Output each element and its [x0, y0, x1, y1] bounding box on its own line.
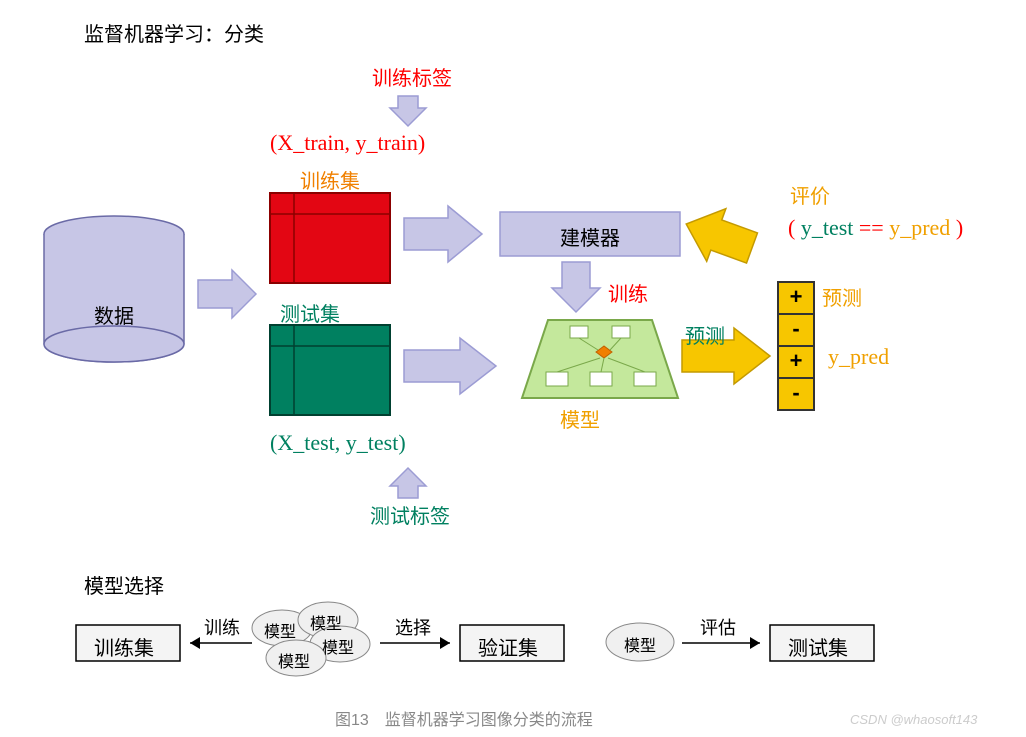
- ms-valid-label: 验证集: [478, 632, 538, 661]
- arrow-train-to-modeler: [404, 206, 482, 262]
- arrow-data-to-sets: [198, 270, 256, 318]
- watermark: CSDN @whaosoft143: [850, 712, 977, 727]
- section2-title: 模型选择: [84, 570, 164, 599]
- modeler-label: 建模器: [560, 222, 620, 251]
- eval-open: (: [788, 215, 795, 240]
- train-labels-label: 训练标签: [372, 62, 452, 91]
- predict-arrow-label: 预测: [685, 320, 725, 349]
- pred-label-predict: 预测: [822, 282, 862, 311]
- figure-caption: 图13 监督机器学习图像分类的流程: [335, 706, 593, 730]
- ms-test-label: 测试集: [788, 632, 848, 661]
- ms-train-label: 训练集: [94, 632, 154, 661]
- model-label: 模型: [560, 404, 600, 433]
- train-set-label: 训练集: [300, 165, 360, 194]
- eval-ytest: y_test: [801, 215, 854, 240]
- eval-expression: ( y_test == y_pred ): [788, 215, 963, 241]
- eval-ypred: y_pred: [889, 215, 950, 240]
- test-labels-label: 测试标签: [370, 500, 450, 529]
- train-set-block: [270, 193, 390, 283]
- test-tuple: (X_test, y_test): [270, 430, 406, 456]
- pred-label-ypred: y_pred: [828, 344, 889, 370]
- ms-eval-label: 评估: [700, 614, 736, 640]
- test-set-block: [270, 325, 390, 415]
- svg-text:+: +: [790, 284, 803, 309]
- database-label: 数据: [94, 300, 134, 329]
- train-arrow-label: 训练: [608, 278, 648, 307]
- svg-text:-: -: [792, 380, 799, 405]
- eval-close: ): [956, 215, 963, 240]
- arrow-pred-to-eval: [677, 198, 762, 275]
- test-set-label: 测试集: [280, 298, 340, 327]
- evaluate-label: 评价: [790, 180, 830, 209]
- arrow-test-labels-up: [390, 468, 426, 498]
- model-trapezoid: [522, 320, 678, 398]
- svg-text:+: +: [790, 348, 803, 373]
- arrow-train-labels-down: [390, 96, 426, 126]
- ms-model-cluster-label-2: 模型: [322, 634, 354, 658]
- database-icon: [44, 216, 184, 362]
- arrow-modeler-to-model: [552, 262, 600, 312]
- eval-eq: ==: [859, 215, 889, 240]
- train-tuple: (X_train, y_train): [270, 130, 425, 156]
- ms-model-cluster-label-3: 模型: [278, 648, 310, 672]
- ms-model-cluster-label-1: 模型: [310, 610, 342, 634]
- prediction-vector: + - + -: [778, 282, 814, 410]
- ms-train-arrow-label: 训练: [204, 614, 240, 640]
- ms-model-cluster-label-0: 模型: [264, 618, 296, 642]
- arrow-test-to-model: [404, 338, 496, 394]
- ms-select-label: 选择: [395, 614, 431, 640]
- page-title: 监督机器学习：分类: [84, 18, 264, 47]
- svg-text:-: -: [792, 316, 799, 341]
- ms-best-model-label: 模型: [624, 632, 656, 656]
